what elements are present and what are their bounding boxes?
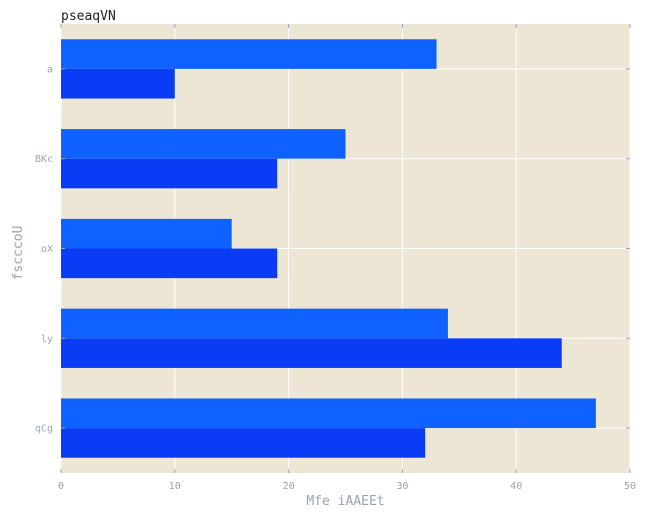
y-tick-label: a	[47, 64, 53, 75]
x-tick-label: 10	[169, 481, 181, 492]
bar-series-1-a	[61, 39, 437, 69]
chart-title: pseaqVN	[61, 9, 116, 24]
ticks: 0 10 20 30 40 50 a BKc oX ly qCg	[35, 24, 636, 492]
x-tick-label: 20	[283, 481, 295, 492]
y-tick-label: qCg	[35, 424, 53, 435]
x-axis-label: Mfe iAAEEt	[306, 494, 384, 509]
bar-series-1-qCg	[61, 398, 596, 429]
x-tick-label: 0	[58, 481, 64, 492]
bar-series-1-BKc	[61, 129, 346, 159]
bars	[61, 39, 596, 458]
y-tick-label: ly	[41, 334, 53, 345]
bar-series-2-qCg	[61, 428, 426, 458]
x-tick-label: 40	[510, 481, 522, 492]
x-tick-label: 30	[396, 481, 408, 492]
bar-series-2-a	[61, 68, 175, 99]
y-tick-label: oX	[41, 244, 53, 255]
bar-series-1-oX	[61, 218, 232, 249]
bar-series-2-BKc	[61, 158, 278, 189]
x-tick-label: 50	[624, 481, 636, 492]
y-tick-label: BKc	[35, 154, 53, 165]
bar-series-1-ly	[61, 308, 448, 339]
bar-series-2-ly	[61, 338, 562, 368]
y-axis-label: fscccoU	[11, 226, 26, 281]
bar-series-2-oX	[61, 248, 278, 279]
